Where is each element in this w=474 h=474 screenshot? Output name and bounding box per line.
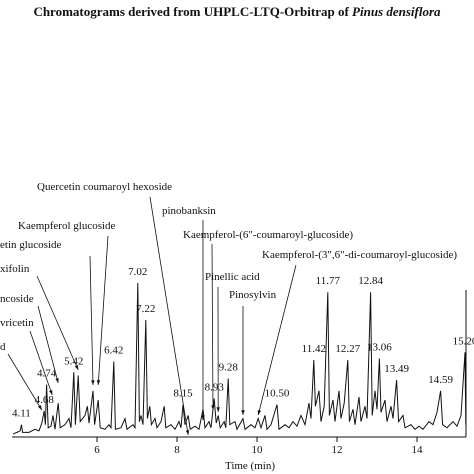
- arrow-head: [55, 378, 59, 383]
- compound-pointer: [37, 305, 59, 384]
- compound-pointer: [29, 330, 53, 396]
- peak-label: 4.11: [12, 408, 31, 420]
- arrow-head: [91, 380, 95, 385]
- peak-label: 13.06: [367, 341, 392, 353]
- peak-label: 8.15: [173, 388, 193, 400]
- compound-label: xifolin: [0, 263, 30, 275]
- arrow-head: [201, 415, 205, 420]
- peak-label: 5.42: [64, 355, 83, 367]
- compound-pointer: [211, 243, 214, 411]
- compound-label: Pinosylvin: [229, 289, 277, 301]
- chromatogram-trace: [12, 282, 467, 435]
- peak-label: 13.49: [384, 363, 409, 375]
- x-tick-label: 6: [94, 444, 100, 456]
- compound-label: etin glucoside: [0, 239, 62, 251]
- chart-title: Chromatograms derived from UHPLC-LTQ-Orb…: [33, 4, 441, 19]
- peak-label: 10.50: [265, 388, 290, 400]
- arrow-head: [211, 405, 215, 410]
- title-species: Pinus densiflora: [352, 4, 441, 19]
- peak-label: 4.74: [37, 368, 57, 380]
- compound-pointer: [97, 235, 109, 386]
- peak-label: 15.20: [453, 335, 474, 347]
- x-tick-label: 10: [252, 444, 264, 456]
- compound-pointer: [36, 275, 79, 371]
- peak-label: 7.22: [136, 303, 155, 315]
- peak-label: 14.59: [428, 374, 453, 386]
- peak-label: 8.93: [205, 382, 225, 394]
- compound-label: vricetin: [0, 317, 34, 329]
- arrow-head: [241, 410, 245, 415]
- compound-label: Pinellic acid: [205, 271, 260, 283]
- arrow-head: [185, 430, 190, 435]
- peak-label: 9.28: [219, 361, 239, 373]
- peak-label: 12.84: [358, 275, 383, 287]
- peak-label: 11.77: [316, 275, 341, 287]
- compound-label: ncoside: [0, 293, 34, 305]
- title-text: Chromatograms derived from UHPLC-LTQ-Orb…: [33, 4, 352, 19]
- compound-label: Kaempferol-(3",6"-di-coumaroyl-glucoside…: [262, 249, 457, 261]
- arrow-head: [74, 365, 79, 370]
- peak-label: 6.42: [104, 345, 123, 357]
- compound-label: pinobanksin: [162, 205, 216, 217]
- x-tick-label: 8: [174, 444, 180, 456]
- compound-label: d: [0, 341, 6, 353]
- compound-pointer: [7, 353, 43, 411]
- peak-label: 12.27: [335, 343, 360, 355]
- x-axis-title: Time (min): [225, 460, 275, 472]
- arrow-head: [37, 405, 42, 410]
- arrow-head: [216, 407, 220, 412]
- arrow-head: [96, 380, 101, 385]
- peak-label: 4.68: [35, 394, 55, 406]
- compound-pointer: [257, 264, 297, 416]
- peak-label: 7.02: [128, 266, 147, 278]
- x-tick-label: 14: [412, 444, 424, 456]
- compound-label: Kaempferol-(6"-coumaroyl-glucoside): [183, 229, 353, 241]
- compound-label: Kaempferol glucoside: [18, 220, 116, 232]
- compound-label: Quercetin coumaroyl hexoside: [37, 181, 172, 193]
- x-tick-label: 12: [332, 444, 343, 456]
- arrow-head: [49, 390, 53, 395]
- arrow-head: [257, 410, 262, 415]
- peak-label: 11.42: [302, 343, 326, 355]
- compound-pointer: [149, 196, 189, 436]
- compound-pointer: [89, 255, 94, 386]
